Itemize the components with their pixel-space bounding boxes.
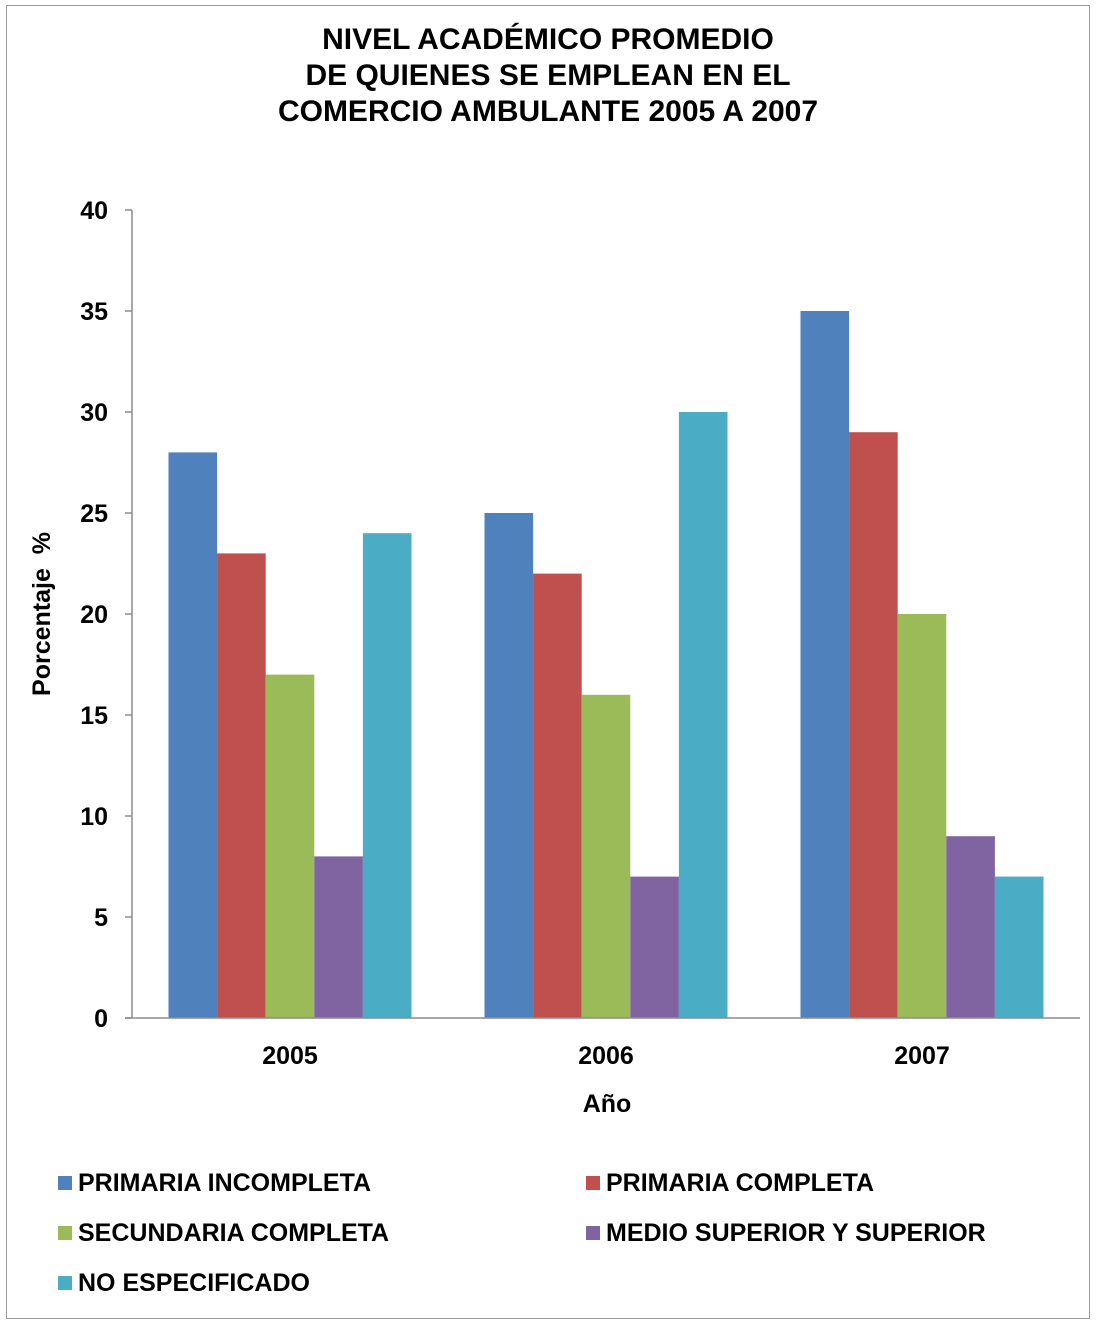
bar [484,513,534,1018]
bar [314,856,363,1018]
y-axis-label: Porcentaje % [28,532,56,696]
x-tick-label: 2006 [578,1042,634,1070]
x-axis-tick-labels: 2005 2006 2007 [262,1042,950,1070]
bar [581,694,631,1018]
bar [168,452,218,1018]
bar [994,876,1044,1018]
legend-label: PRIMARIA COMPLETA [606,1168,875,1197]
bar [362,533,412,1018]
legend-swatch [58,1176,72,1190]
bar [217,553,266,1018]
bar [800,311,850,1018]
y-tick-label: 30 [80,399,108,427]
legend-swatch [586,1226,600,1240]
bar-chart: 0 5 10 15 20 25 30 35 40 2005 2006 2007 Año Porcen… [28,197,1080,1118]
y-tick-label: 5 [94,904,108,932]
legend-swatch [586,1176,600,1190]
y-tick-label: 35 [80,298,108,326]
chart-title-line-1: NIVEL ACADÉMICO PROMEDIO [322,23,774,56]
y-tick-label: 20 [80,601,108,629]
bar [946,836,995,1018]
y-tick-label: 10 [80,803,108,831]
legend: PRIMARIA INCOMPLETA PRIMARIA COMPLETA SE… [0,1160,1096,1310]
bar [849,432,898,1018]
bar [533,573,582,1018]
y-axis-ticks: 0 5 10 15 20 25 30 35 40 [80,197,132,1033]
bar [265,674,315,1018]
y-tick-label: 40 [80,197,108,225]
legend-swatch [58,1226,72,1240]
y-tick-label: 0 [94,1005,108,1033]
legend-label: NO ESPECIFICADO [78,1268,310,1297]
x-axis-label: Año [583,1090,632,1118]
chart-title: NIVEL ACADÉMICO PROMEDIO DE QUIENES SE E… [0,22,1096,130]
legend-label: MEDIO SUPERIOR Y SUPERIOR [606,1218,986,1247]
bar [897,614,947,1018]
bars-group [168,311,1044,1018]
x-tick-label: 2005 [262,1042,318,1070]
chart-title-line-3: COMERCIO AMBULANTE 2005 A 2007 [277,95,819,128]
legend-item-primaria-completa: PRIMARIA COMPLETA [586,1168,874,1198]
bar [630,876,679,1018]
y-tick-label: 15 [80,702,108,730]
y-tick-label: 25 [80,500,108,528]
legend-item-no-especificado: NO ESPECIFICADO [58,1268,310,1298]
legend-swatch [58,1276,72,1290]
legend-item-secundaria-completa: SECUNDARIA COMPLETA [58,1218,389,1248]
legend-label: SECUNDARIA COMPLETA [78,1218,390,1247]
legend-item-medio-superior: MEDIO SUPERIOR Y SUPERIOR [586,1218,986,1248]
legend-item-primaria-incompleta: PRIMARIA INCOMPLETA [58,1168,371,1198]
bar [678,412,728,1018]
chart-title-line-2: DE QUIENES SE EMPLEAN EN EL [305,59,791,92]
x-tick-label: 2007 [894,1042,950,1070]
legend-label: PRIMARIA INCOMPLETA [78,1168,372,1197]
